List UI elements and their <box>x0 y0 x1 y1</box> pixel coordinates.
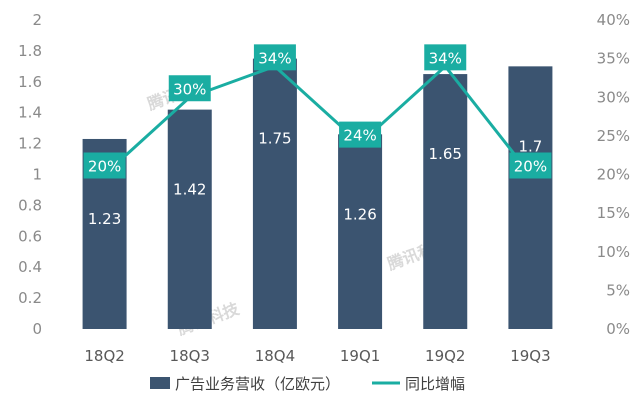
left-tick-label: 0.8 <box>18 196 42 214</box>
line-value-label: 30% <box>173 80 206 98</box>
right-tick-label: 20% <box>597 166 630 184</box>
bar <box>423 74 468 329</box>
line-value-label: 34% <box>429 49 462 67</box>
line-data-labels: 20% 30% 34% 24% 34% 20% <box>83 44 552 179</box>
left-tick-label: 0.2 <box>18 289 42 307</box>
line-series <box>103 64 532 176</box>
bar <box>252 58 297 329</box>
bar-data-labels: 1.23 1.42 1.75 1.26 1.65 1.7 <box>88 130 542 228</box>
line-label-box <box>253 44 296 71</box>
category-label: 19Q3 <box>510 347 550 365</box>
category-label: 18Q3 <box>170 347 210 365</box>
category-axis: 18Q2 18Q3 18Q4 19Q1 19Q2 19Q3 <box>84 347 550 365</box>
bar-value-label: 1.23 <box>88 210 121 228</box>
left-tick-label: 1.2 <box>18 135 42 153</box>
legend: 广告业务营收（亿欧元） 同比增幅 <box>150 375 465 393</box>
bar <box>167 109 212 329</box>
right-tick-label: 0% <box>606 320 630 338</box>
left-axis: 0 0.2 0.4 0.6 0.8 1 1.2 1.4 1.6 1.8 2 <box>18 11 42 338</box>
line-label-box <box>339 121 382 148</box>
category-label: 18Q2 <box>84 347 124 365</box>
legend-bar-swatch <box>150 377 170 389</box>
bar <box>508 66 553 329</box>
legend-line-label: 同比增幅 <box>405 375 465 393</box>
line-value-label: 20% <box>514 158 547 176</box>
right-tick-label: 5% <box>606 281 630 299</box>
left-tick-label: 1.8 <box>18 42 42 60</box>
left-tick-label: 1.6 <box>18 73 42 91</box>
right-tick-label: 40% <box>597 11 630 29</box>
category-label: 19Q1 <box>340 347 380 365</box>
growth-line <box>103 64 532 176</box>
line-label-box <box>509 152 552 179</box>
category-label: 19Q2 <box>425 347 465 365</box>
category-label: 18Q4 <box>255 347 295 365</box>
bar-value-label: 1.7 <box>518 137 542 155</box>
right-tick-label: 25% <box>597 127 630 145</box>
left-tick-label: 1.4 <box>18 104 42 122</box>
line-value-label: 20% <box>88 158 121 176</box>
line-label-box <box>83 152 126 179</box>
left-tick-label: 1 <box>32 166 42 184</box>
left-tick-label: 0 <box>32 320 42 338</box>
bar-value-label: 1.65 <box>429 145 462 163</box>
bar-value-label: 1.42 <box>173 181 206 199</box>
left-tick-label: 0.6 <box>18 227 42 245</box>
legend-bar-label: 广告业务营收（亿欧元） <box>175 375 340 393</box>
line-value-label: 34% <box>258 49 291 67</box>
right-tick-label: 10% <box>597 243 630 261</box>
line-label-box <box>424 44 467 71</box>
right-tick-label: 15% <box>597 204 630 222</box>
bar-value-label: 1.26 <box>343 205 376 223</box>
right-tick-label: 30% <box>597 88 630 106</box>
line-label-box <box>168 75 211 102</box>
right-tick-label: 35% <box>597 50 630 68</box>
right-axis: 0% 5% 10% 15% 20% 25% 30% 35% 40% <box>597 11 630 338</box>
bar <box>338 134 383 329</box>
left-tick-label: 2 <box>32 11 42 29</box>
bar-value-label: 1.75 <box>258 130 291 148</box>
line-value-label: 24% <box>343 127 376 145</box>
left-tick-label: 0.4 <box>18 258 42 276</box>
